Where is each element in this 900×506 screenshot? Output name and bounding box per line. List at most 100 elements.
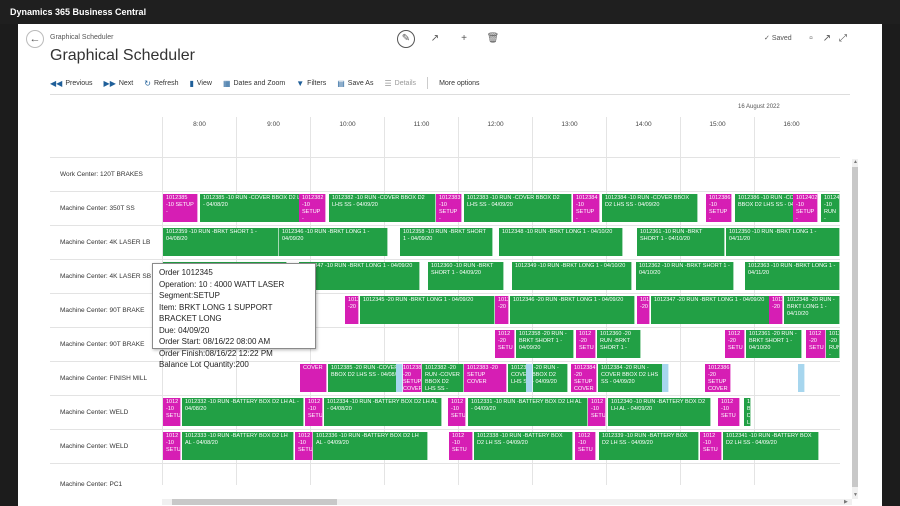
run-bar[interactable]: 1012340 -10 RUN -BATTERY BOX D2 LH AL - … [608,398,711,426]
setup-bar[interactable]: 1012382 -20 SETUP COVER [400,364,422,392]
setup-bar[interactable]: 1012 -10 SETU [305,398,323,426]
app-title-bar: Dynamics 365 Business Central [0,0,900,24]
view-label: View [196,79,212,87]
setup-bar[interactable]: 1012 -10 SETU [163,398,181,426]
run-bar[interactable]: 1012346 -10 RUN -BRKT LONG 1 - 04/09/20 [279,228,388,256]
run-bar[interactable]: 1012363 -10 RUN -BRKT LONG 1 - 04/11/20 [745,262,840,290]
run-bar[interactable]: 1012339 -10 RUN -BATTERY BOX D2 LH SS - … [599,432,699,460]
resource-row: Machine Center: 4K LASER LB 1012359 -10 R… [50,225,840,259]
setup-bar[interactable]: 1012 -10 SETU [448,398,466,426]
setup-bar[interactable]: 1012 -10 SETU [718,398,740,426]
view-button[interactable]: ▮ View [189,79,211,88]
run-bar[interactable]: 1012345 -20 RUN -BRKT LONG 1 - 04/09/20 [360,296,495,324]
setup-bar[interactable]: 1012 -20 [345,296,359,324]
run-bar[interactable]: 1012385 -20 RUN -COVER BBOX D2 LHS SS - … [328,364,408,392]
delete-icon[interactable]: 🗑 [486,33,500,44]
run-bar[interactable]: 1012361 -10 RUN -BRKT SHORT 1 - 04/10/20 [637,228,725,256]
hour-label: 14:00 [606,117,680,157]
setup-bar[interactable]: 1012382 -10 SETUP - [299,194,326,222]
scroll-right-icon[interactable]: ▶ [844,499,848,505]
setup-bar[interactable]: 1012385 -10 SETUP - [163,194,198,222]
setup-bar[interactable]: 1012 -20 SETU [806,330,826,358]
run-bar[interactable]: 1012382 -10 RUN -COVER BBOX D2 LHS SS - … [329,194,436,222]
setup-bar[interactable]: 1012383 -20 SETUP COVER [464,364,507,392]
setup-bar[interactable]: COVER [300,364,327,392]
run-bar[interactable]: 1012362 -10 RUN -BRKT SHORT 1 - 04/10/20 [636,262,734,290]
run-bar[interactable]: 1012360 -10 RUN -BRKT SHORT 1 - 04/09/20 [428,262,504,290]
horizontal-scroll-thumb[interactable] [172,499,337,505]
run-bar[interactable]: 1012331 -10 RUN -BATTERY BOX D2 LH AL - … [468,398,588,426]
setup-bar[interactable]: 1012 -10 SETU [163,432,181,460]
setup-bar[interactable]: 1012 -10 SETU [700,432,722,460]
run-bar[interactable]: 1012362 -20 RUN -BRKT SHOR [826,330,840,358]
next-button[interactable]: ▶▶ Next [104,79,134,88]
scroll-up-icon[interactable]: ▲ [853,159,858,165]
run-bar[interactable]: 1012347 -20 RUN -BRKT LONG 1 - 04/09/20 [651,296,775,324]
new-icon[interactable]: + [461,33,467,44]
action-toolbar: ◀◀ Previous ▶▶ Next ↻ Refresh ▮ View ▦ Dates … [50,76,491,90]
tooltip-line: Order Finish:08/16/22 12:22 PM [159,348,273,358]
refresh-button[interactable]: ↻ Refresh [144,79,178,88]
setup-bar[interactable]: 1012384 -20 SETUP COVER [571,364,597,392]
setup-bar[interactable]: 1012 -10 SETU [575,432,596,460]
page-title: Graphical Scheduler [50,47,195,64]
run-bar[interactable]: 1012361 -20 RUN -BRKT SHORT 1 - 04/10/20 [746,330,802,358]
scroll-down-icon[interactable]: ▼ [853,492,858,498]
run-bar[interactable]: 1012383 -10 RUN -COVER BBOX D2 LHS SS - … [464,194,572,222]
filters-button[interactable]: ▼ Filters [296,79,326,88]
run-bar[interactable]: 1012332 -10 RUN -BATTERY BOX D2 LH AL - … [182,398,304,426]
breadcrumb[interactable]: Graphical Scheduler [50,34,114,41]
run-bar[interactable]: 1012350 -10 RUN -BRKT LONG 1 - 04/11/20 [726,228,840,256]
dates-zoom-button[interactable]: ▦ Dates and Zoom [223,79,285,88]
run-bar[interactable]: 1012383 -20 RUN -COVER BBOX D2 LHS SS - … [508,364,568,392]
horizontal-scrollbar[interactable]: ▶ [162,499,852,505]
run-bar[interactable]: 1012342 BOX D2 LH [744,398,751,426]
share-icon[interactable]: ↗ [430,33,440,44]
bookmark-icon[interactable]: ▫ [809,33,813,44]
setup-bar[interactable]: 1012 -20 SETU [725,330,745,358]
run-bar[interactable]: 1012347 -10 RUN -BRKT LONG 1 - 04/09/20 [299,262,420,290]
setup-bar[interactable]: 1012402 -10 SETUP - [793,194,818,222]
setup-bar[interactable]: 1012 -20 [769,296,783,324]
run-bar[interactable]: 1012358 -20 RUN -BRKT SHORT 1 - 04/09/20 [516,330,574,358]
run-bar[interactable]: 1012333 -10 RUN -BATTERY BOX D2 LH AL - … [182,432,294,460]
run-bar[interactable]: 1012336 -10 RUN -BATTERY BOX D2 LH AL - … [313,432,428,460]
more-options-button[interactable]: More options [439,80,479,87]
vertical-scroll-thumb[interactable] [852,167,858,487]
setup-bar[interactable]: 1012384 -10 SETUP - [573,194,600,222]
edit-icon[interactable]: ✎ [397,30,415,48]
vertical-scrollbar[interactable]: ▲ ▼ [852,159,858,499]
run-bar[interactable]: 1012402 -10 RUN - [821,194,840,222]
run-bar[interactable]: 1012384 -20 RUN -COVER BBOX D2 LHS SS - … [598,364,665,392]
run-bar[interactable]: 1012338 -10 RUN -BATTERY BOX D2 LH SS - … [474,432,573,460]
run-bar[interactable]: 1012384 -10 RUN -COVER BBOX D2 LHS SS - … [602,194,698,222]
setup-bar[interactable]: 1012386 -10 SETUP - [706,194,732,222]
previous-button[interactable]: ◀◀ Previous [50,79,93,88]
setup-bar[interactable]: 1012386 -20 SETUP COVER [705,364,731,392]
open-new-window-icon[interactable]: ↗ [822,33,832,44]
run-bar[interactable]: 1012358 -10 RUN -BRKT SHORT 1 - 04/09/20 [400,228,493,256]
collapse-icon[interactable]: ⤢ [839,33,847,44]
resource-label: Machine Center: PC1 [60,481,123,488]
run-bar[interactable]: 1012346 -20 RUN -BRKT LONG 1 - 04/09/20 [510,296,635,324]
setup-bar[interactable]: 1012 -20 SETU [495,330,515,358]
run-bar[interactable]: 1012348 -20 RUN -BRKT LONG 1 - 04/10/20 [784,296,840,324]
run-bar[interactable]: 1012382 -20 RUN -COVER BBOX D2 LHS SS - … [422,364,464,392]
back-button[interactable]: ← [26,30,44,48]
run-bar[interactable]: 1012348 -10 RUN -BRKT LONG 1 - 04/10/20 [499,228,623,256]
run-bar[interactable]: 1012349 -10 RUN -BRKT LONG 1 - 04/10/20 [512,262,632,290]
run-bar[interactable]: 1012359 -10 RUN -BRKT SHORT 1 - 04/08/20 [163,228,279,256]
setup-bar[interactable]: 1012 -20 [495,296,509,324]
save-as-button[interactable]: ▤ Save As [337,79,373,88]
run-bar[interactable]: 1012341 -10 RUN -BATTERY BOX D2 LH SS - … [723,432,819,460]
setup-bar[interactable]: 1012 -20 [637,296,650,324]
setup-bar[interactable]: 1012 -10 SETU [588,398,606,426]
details-button[interactable]: ☰ Details [384,79,416,88]
run-bar[interactable]: 1012360 -20 RUN -BRKT SHORT 1 - [597,330,641,358]
setup-bar[interactable]: 1012 -20 SETU [576,330,596,358]
setup-bar[interactable]: 1012 -10 SETU [449,432,473,460]
run-bar[interactable]: 1012334 -10 RUN -BATTERY BOX D2 LH AL - … [324,398,442,426]
setup-bar[interactable]: 1012 -10 SETU [295,432,313,460]
setup-bar[interactable]: 1012383 -10 SETUP - [436,194,462,222]
hour-label: 13:00 [532,117,606,157]
